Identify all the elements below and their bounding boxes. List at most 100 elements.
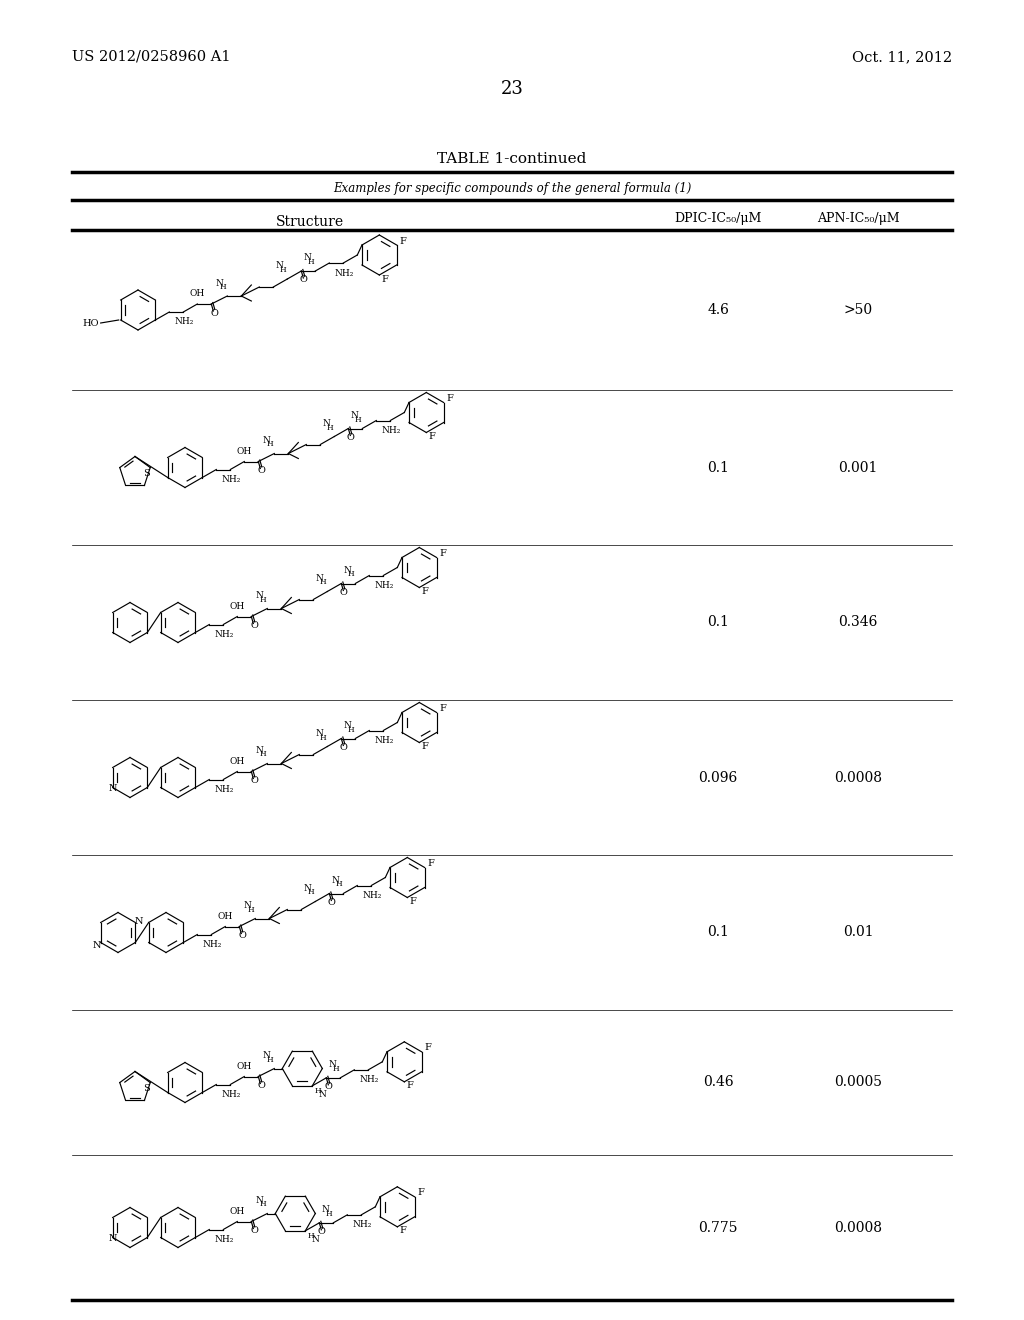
Text: O: O	[257, 1081, 265, 1090]
Text: F: F	[407, 1081, 414, 1090]
Text: F: F	[410, 898, 417, 906]
Text: H: H	[248, 906, 255, 913]
Text: 0.1: 0.1	[707, 925, 729, 940]
Text: 0.775: 0.775	[698, 1221, 737, 1234]
Text: N: N	[255, 591, 263, 601]
Text: F: F	[439, 549, 446, 558]
Text: N: N	[255, 746, 263, 755]
Text: F: F	[422, 742, 429, 751]
Text: H: H	[348, 726, 354, 734]
Text: F: F	[417, 1188, 424, 1197]
Text: O: O	[317, 1228, 326, 1237]
Text: H: H	[308, 1232, 314, 1239]
Text: N: N	[303, 884, 311, 894]
Text: F: F	[446, 393, 453, 403]
Text: 0.0005: 0.0005	[834, 1076, 882, 1089]
Text: H: H	[280, 267, 287, 275]
Text: OH: OH	[229, 756, 245, 766]
Text: N: N	[329, 1060, 336, 1069]
Text: Oct. 11, 2012: Oct. 11, 2012	[852, 50, 952, 63]
Text: O: O	[328, 898, 335, 907]
Text: OH: OH	[229, 1206, 245, 1216]
Text: N: N	[315, 729, 324, 738]
Text: 0.01: 0.01	[843, 925, 873, 940]
Text: N: N	[318, 1090, 327, 1100]
Text: H: H	[308, 888, 314, 896]
Text: O: O	[257, 466, 265, 475]
Text: N: N	[315, 574, 324, 583]
Text: Structure: Structure	[275, 215, 344, 228]
Text: N: N	[109, 784, 117, 793]
Text: NH₂: NH₂	[175, 318, 194, 326]
Text: NH₂: NH₂	[203, 940, 222, 949]
Text: NH₂: NH₂	[359, 1076, 379, 1084]
Text: HO: HO	[82, 319, 98, 329]
Text: 0.096: 0.096	[698, 771, 737, 784]
Text: H: H	[260, 751, 266, 759]
Text: H: H	[321, 578, 327, 586]
Text: N: N	[215, 279, 223, 288]
Text: H: H	[326, 1210, 333, 1218]
Text: Examples for specific compounds of the general formula (1): Examples for specific compounds of the g…	[333, 182, 691, 195]
Text: O: O	[239, 931, 246, 940]
Text: H: H	[355, 416, 361, 424]
Text: N: N	[323, 418, 331, 428]
Text: O: O	[339, 587, 347, 597]
Text: 0.0008: 0.0008	[834, 771, 882, 784]
Text: 0.346: 0.346	[839, 615, 878, 630]
Text: F: F	[439, 704, 446, 713]
Text: H: H	[308, 257, 314, 267]
Text: US 2012/0258960 A1: US 2012/0258960 A1	[72, 50, 230, 63]
Text: NH₂: NH₂	[221, 1090, 241, 1100]
Text: NH₂: NH₂	[215, 630, 234, 639]
Text: NH₂: NH₂	[335, 268, 354, 277]
Text: OH: OH	[229, 602, 245, 611]
Text: APN-IC₅₀/μM: APN-IC₅₀/μM	[817, 213, 899, 224]
Text: H: H	[260, 595, 266, 603]
Text: H: H	[333, 1065, 340, 1073]
Text: N: N	[244, 902, 251, 909]
Text: 0.46: 0.46	[702, 1076, 733, 1089]
Text: >50: >50	[844, 304, 872, 317]
Text: H: H	[267, 441, 273, 449]
Text: H: H	[348, 570, 354, 578]
Text: O: O	[251, 620, 258, 630]
Text: F: F	[424, 1043, 431, 1052]
Text: 0.1: 0.1	[707, 461, 729, 474]
Text: O: O	[339, 743, 347, 752]
Text: NH₂: NH₂	[382, 426, 401, 436]
Text: N: N	[303, 253, 311, 263]
Text: O: O	[325, 1082, 332, 1092]
Text: N: N	[92, 941, 101, 950]
Text: N: N	[109, 1234, 117, 1243]
Text: H: H	[321, 734, 327, 742]
Text: 0.001: 0.001	[839, 461, 878, 474]
Text: F: F	[427, 859, 434, 869]
Text: F: F	[400, 1226, 407, 1236]
Text: OH: OH	[237, 447, 252, 455]
Text: N: N	[135, 917, 143, 927]
Text: H: H	[267, 1056, 273, 1064]
Text: O: O	[299, 276, 307, 285]
Text: NH₂: NH₂	[215, 1236, 234, 1243]
Text: N: N	[350, 411, 358, 420]
Text: H: H	[315, 1086, 322, 1094]
Text: NH₂: NH₂	[352, 1220, 372, 1229]
Text: H: H	[327, 424, 334, 432]
Text: N: N	[255, 1196, 263, 1205]
Text: H: H	[220, 282, 226, 290]
Text: NH₂: NH₂	[221, 475, 241, 484]
Text: NH₂: NH₂	[375, 581, 394, 590]
Text: OH: OH	[218, 912, 232, 921]
Text: 23: 23	[501, 81, 523, 98]
Text: S: S	[142, 1084, 150, 1093]
Text: 0.0008: 0.0008	[834, 1221, 882, 1234]
Text: N: N	[322, 1205, 330, 1214]
Text: N: N	[262, 436, 270, 445]
Text: N: N	[275, 261, 284, 271]
Text: O: O	[251, 1226, 258, 1236]
Text: F: F	[382, 275, 389, 284]
Text: O: O	[346, 433, 354, 442]
Text: N: N	[262, 1051, 270, 1060]
Text: O: O	[210, 309, 218, 318]
